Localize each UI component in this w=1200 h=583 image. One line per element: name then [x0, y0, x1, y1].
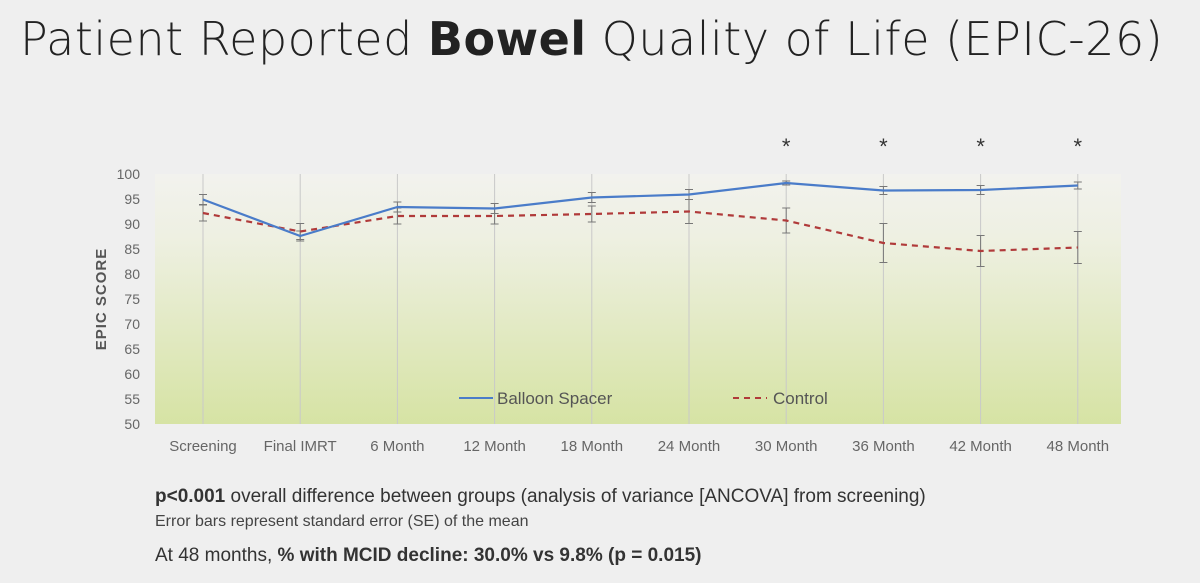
y-tick-label: 60 — [124, 366, 140, 382]
y-tick-label: 65 — [124, 341, 140, 357]
significance-star: * — [782, 134, 791, 159]
pvalue-description: overall difference between groups (analy… — [225, 486, 926, 507]
y-tick-label: 75 — [124, 291, 140, 307]
x-tick-label: 42 Month — [949, 438, 1012, 455]
y-axis-tick-labels: 50 55 60 65 70 75 80 85 90 95 100 — [117, 166, 141, 432]
legend-label: Balloon Spacer — [497, 389, 613, 408]
title-text: Patient Reported — [20, 12, 428, 66]
epic-line-chart: 50 55 60 65 70 75 80 85 90 95 100 Screening Final I… — [93, 134, 1121, 455]
y-tick-label: 50 — [124, 416, 140, 432]
mcid-prefix: At 48 months, — [155, 545, 278, 566]
significance-star: * — [879, 134, 888, 159]
footer-mcid-line: At 48 months, % with MCID decline: 30.0%… — [155, 545, 701, 567]
x-tick-label: 30 Month — [755, 438, 818, 455]
series-line-balloon-spacer — [202, 181, 1078, 238]
plot-area-background — [155, 174, 1121, 424]
x-tick-label: 12 Month — [463, 438, 526, 455]
y-tick-label: 80 — [124, 266, 140, 282]
y-tick-label: 95 — [124, 191, 140, 207]
legend-label: Control — [773, 389, 828, 408]
y-tick-label: 90 — [124, 216, 140, 232]
significance-markers: * * * * — [782, 134, 1083, 159]
chart-legend: Balloon Spacer Control — [459, 389, 828, 408]
y-tick-label: 100 — [117, 166, 141, 182]
y-tick-label: 55 — [124, 391, 140, 407]
error-bars — [199, 180, 1082, 267]
significance-star: * — [976, 134, 985, 159]
footer-error-bar-note: Error bars represent standard error (SE)… — [155, 513, 529, 530]
footer-pvalue-line: p<0.001 overall difference between group… — [155, 486, 926, 508]
x-tick-label: Screening — [169, 438, 237, 455]
y-tick-label: 70 — [124, 316, 140, 332]
series-lines — [202, 181, 1078, 253]
x-tick-label: 24 Month — [658, 438, 721, 455]
x-tick-label: Final IMRT — [264, 438, 337, 455]
x-tick-label: 48 Month — [1047, 438, 1110, 455]
x-tick-label: 36 Month — [852, 438, 915, 455]
x-tick-label: 18 Month — [561, 438, 624, 455]
y-axis-label: EPIC SCORE — [93, 248, 110, 351]
title-bold-word: Bowel — [427, 12, 587, 66]
significance-star: * — [1074, 134, 1083, 159]
title-text-end: Quality of Life (EPIC-26) — [586, 12, 1164, 66]
slide-title: Patient Reported Bowel Quality of Life (… — [20, 12, 1163, 66]
pvalue-bold: p<0.001 — [155, 486, 226, 507]
x-tick-label: 6 Month — [370, 438, 424, 455]
y-tick-label: 85 — [124, 241, 140, 257]
series-line-control — [202, 210, 1078, 253]
x-axis-tick-labels: Screening Final IMRT 6 Month 12 Month 18 Mon… — [169, 438, 1109, 455]
mcid-result: % with MCID decline: 30.0% vs 9.8% (p = … — [277, 545, 702, 566]
